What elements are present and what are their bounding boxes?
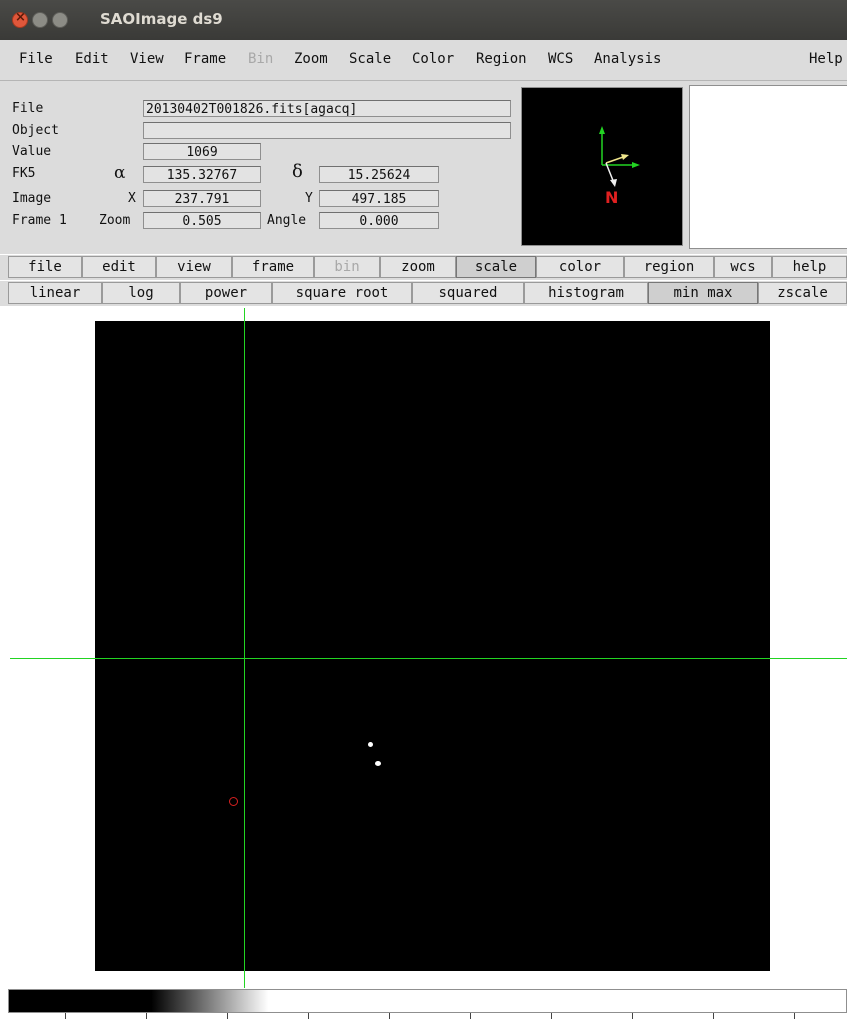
zoom-value: 0.505 xyxy=(143,212,261,229)
colorbar xyxy=(8,989,847,1013)
menu-wcs[interactable]: WCS xyxy=(548,51,574,67)
circle-region[interactable] xyxy=(229,797,238,806)
frame-label: Frame 1 xyxy=(12,213,67,228)
compass-north-label: N xyxy=(605,188,619,207)
colorbar-tick xyxy=(713,1013,714,1019)
x-value: 237.791 xyxy=(143,190,261,207)
info-panel: File 20130402T001826.fits[agacq] Object … xyxy=(0,81,847,254)
panner[interactable]: N xyxy=(521,87,683,246)
close-window-icon[interactable] xyxy=(12,10,28,28)
zoom-label: Zoom xyxy=(99,213,131,228)
menu-color[interactable]: Color xyxy=(412,51,455,67)
crosshair-horizontal[interactable] xyxy=(10,658,847,659)
menu-help[interactable]: Help xyxy=(809,51,843,67)
button-edit[interactable]: edit xyxy=(82,256,156,278)
menu-scale[interactable]: Scale xyxy=(349,51,392,67)
menu-bin: Bin xyxy=(248,51,274,67)
scale-histogram-button[interactable]: histogram xyxy=(524,282,648,304)
crosshair-vertical[interactable] xyxy=(244,308,245,988)
colorbar-tick xyxy=(551,1013,552,1019)
value-label: Value xyxy=(12,144,52,159)
window-title: SAOImage ds9 xyxy=(100,10,223,28)
fits-image[interactable] xyxy=(95,321,770,971)
object-value xyxy=(143,122,511,139)
angle-label: Angle xyxy=(267,213,307,228)
button-zoom[interactable]: zoom xyxy=(380,256,456,278)
scale-power-button[interactable]: power xyxy=(180,282,272,304)
minimize-window-icon[interactable] xyxy=(32,12,48,28)
button-scale[interactable]: scale xyxy=(456,256,536,278)
colorbar-tick xyxy=(308,1013,309,1019)
colorbar-tick xyxy=(227,1013,228,1019)
alpha-symbol: α xyxy=(114,163,126,183)
image-display[interactable] xyxy=(0,308,847,988)
scale-zscale-button[interactable]: zscale xyxy=(758,282,847,304)
button-bin: bin xyxy=(314,256,380,278)
button-bar: file edit view frame bin zoom scale colo… xyxy=(0,255,847,280)
colorbar-tick xyxy=(470,1013,471,1019)
button-color[interactable]: color xyxy=(536,256,624,278)
menu-frame[interactable]: Frame xyxy=(184,51,227,67)
fk5-label: FK5 xyxy=(12,166,36,181)
button-view[interactable]: view xyxy=(156,256,232,278)
delta-symbol: δ xyxy=(292,161,303,182)
menu-region[interactable]: Region xyxy=(476,51,527,67)
file-value: 20130402T001826.fits[agacq] xyxy=(143,100,511,117)
button-region[interactable]: region xyxy=(624,256,714,278)
menu-zoom[interactable]: Zoom xyxy=(294,51,328,67)
star xyxy=(368,742,373,747)
colorbar-tick xyxy=(632,1013,633,1019)
colorbar-tick xyxy=(794,1013,795,1019)
title-bar: SAOImage ds9 xyxy=(0,0,847,40)
delta-value: 15.25624 xyxy=(319,166,439,183)
x-label: X xyxy=(128,191,136,206)
angle-value: 0.000 xyxy=(319,212,439,229)
button-wcs[interactable]: wcs xyxy=(714,256,772,278)
alpha-value: 135.32767 xyxy=(143,166,261,183)
colorbar-tick xyxy=(389,1013,390,1019)
scale-log-button[interactable]: log xyxy=(102,282,180,304)
button-help[interactable]: help xyxy=(772,256,847,278)
menu-view[interactable]: View xyxy=(130,51,164,67)
button-file[interactable]: file xyxy=(8,256,82,278)
scale-minmax-button[interactable]: min max xyxy=(648,282,758,304)
scale-button-bar: linear log power square root squared his… xyxy=(0,281,847,306)
image-label: Image xyxy=(12,191,52,206)
menu-file[interactable]: File xyxy=(19,51,53,67)
colorbar-ticks xyxy=(8,1013,847,1034)
compass-icon xyxy=(599,126,640,187)
scale-sqrt-button[interactable]: square root xyxy=(272,282,412,304)
object-label: Object xyxy=(12,123,59,138)
scale-linear-button[interactable]: linear xyxy=(8,282,102,304)
colorbar-tick xyxy=(65,1013,66,1019)
maximize-window-icon[interactable] xyxy=(52,12,68,28)
y-value: 497.185 xyxy=(319,190,439,207)
pixel-value: 1069 xyxy=(143,143,261,160)
y-label: Y xyxy=(305,191,313,206)
menu-analysis[interactable]: Analysis xyxy=(594,51,662,67)
scale-squared-button[interactable]: squared xyxy=(412,282,524,304)
menu-edit[interactable]: Edit xyxy=(75,51,109,67)
magnifier xyxy=(689,85,847,249)
file-label: File xyxy=(12,101,44,116)
menu-bar: File Edit View Frame Bin Zoom Scale Colo… xyxy=(0,40,847,81)
star xyxy=(375,761,381,766)
colorbar-tick xyxy=(146,1013,147,1019)
button-frame[interactable]: frame xyxy=(232,256,314,278)
